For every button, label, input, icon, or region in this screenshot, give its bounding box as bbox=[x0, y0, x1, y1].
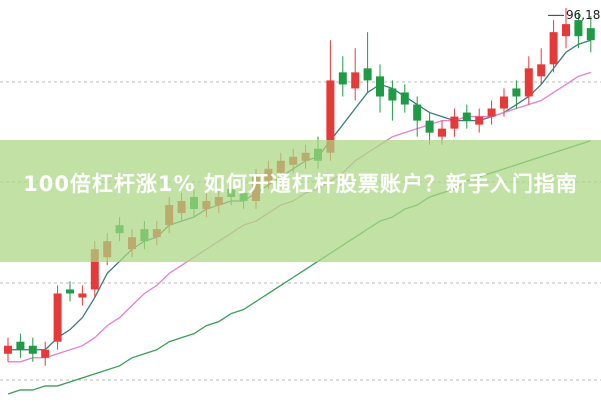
candle-body bbox=[388, 88, 397, 101]
candle-body bbox=[376, 76, 384, 97]
candle-body bbox=[425, 120, 434, 133]
candle-body bbox=[363, 68, 372, 81]
candle-body bbox=[462, 112, 471, 121]
candle-body bbox=[53, 293, 62, 342]
candle-body bbox=[524, 68, 533, 97]
candle-body bbox=[574, 20, 583, 37]
candle-body bbox=[4, 345, 12, 354]
candle-body bbox=[586, 28, 595, 41]
candle-body bbox=[400, 92, 409, 105]
candle-body bbox=[28, 345, 37, 354]
candle-body bbox=[500, 96, 508, 109]
price-marker-label: 96,18 bbox=[566, 8, 600, 22]
candle-body bbox=[66, 289, 74, 294]
candle-body bbox=[512, 88, 521, 97]
candle-body bbox=[537, 64, 546, 77]
title: 100倍杠杆涨1% 如何开通杠杆股票账户？新手入门指南 bbox=[23, 172, 578, 196]
candle-body bbox=[487, 108, 496, 117]
candle-body bbox=[438, 128, 446, 137]
candle-body bbox=[413, 104, 422, 121]
candle-body bbox=[562, 24, 570, 37]
candle-body bbox=[351, 72, 360, 89]
candle-body bbox=[450, 116, 459, 129]
candle-body bbox=[41, 349, 50, 358]
candle-body bbox=[326, 80, 335, 153]
candle-body bbox=[338, 72, 347, 85]
candle-body bbox=[475, 116, 484, 125]
title-banner bbox=[0, 140, 601, 262]
candle-body bbox=[549, 32, 558, 65]
candle-body bbox=[16, 341, 25, 350]
candle-body bbox=[78, 293, 87, 298]
candle-body bbox=[90, 249, 99, 290]
